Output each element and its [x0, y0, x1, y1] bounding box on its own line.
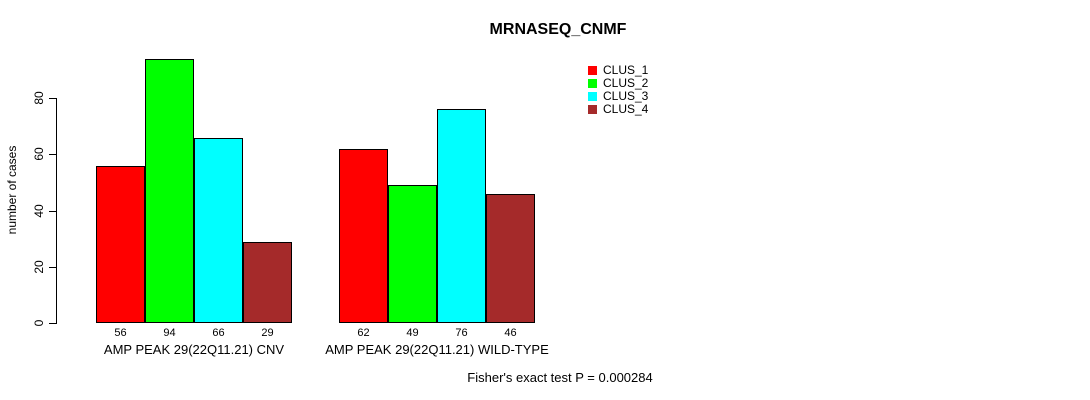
- bar-value-label: 49: [406, 327, 419, 339]
- bar-value-label: 66: [212, 327, 225, 339]
- legend-swatch-clus_2: [588, 78, 597, 88]
- y-axis-line: [56, 98, 57, 324]
- y-tick-mark: [49, 98, 56, 100]
- legend-swatch-clus_3: [588, 91, 597, 101]
- bar-clus_4-group1: [243, 242, 292, 323]
- bar-clus_1-group2: [339, 149, 388, 323]
- y-tick-mark: [49, 210, 56, 212]
- y-tick-label: 0: [32, 319, 46, 327]
- y-tick-mark: [49, 154, 56, 156]
- bar-clus_3-group1: [194, 138, 243, 323]
- y-tick-label: 20: [32, 260, 46, 274]
- legend: CLUS_1 CLUS_2 CLUS_3 CLUS_4: [588, 63, 649, 117]
- bar-value-label: 94: [163, 327, 176, 339]
- legend-item-clus_1: CLUS_1: [588, 63, 649, 77]
- legend-swatch-clus_4: [588, 104, 597, 114]
- bar-clus_1-group1: [96, 166, 145, 323]
- legend-swatch-clus_1: [588, 65, 597, 75]
- chart-title: MRNASEQ_CNMF: [489, 21, 627, 38]
- legend-item-clus_4: CLUS_4: [588, 102, 649, 116]
- legend-item-clus_2: CLUS_2: [588, 76, 649, 90]
- y-tick-mark: [49, 323, 56, 324]
- legend-item-clus_3: CLUS_3: [588, 89, 649, 103]
- y-tick-label: 80: [32, 91, 46, 105]
- legend-label: CLUS_3: [603, 89, 649, 103]
- y-axis-label: number of cases: [5, 145, 19, 235]
- bar-value-label: 46: [504, 327, 517, 339]
- bar-clus_3-group2: [437, 109, 486, 323]
- bar-clus_2-group1: [145, 59, 194, 323]
- legend-label: CLUS_2: [603, 76, 649, 90]
- fisher-test-annotation: Fisher's exact test P = 0.000284: [467, 370, 653, 385]
- x-group-label-2: AMP PEAK 29(22Q11.21) WILD-TYPE: [325, 342, 549, 357]
- bar-clus_2-group2: [388, 185, 437, 323]
- bar-clus_4-group2: [486, 194, 535, 323]
- legend-label: CLUS_1: [603, 63, 649, 77]
- legend-label: CLUS_4: [603, 102, 649, 116]
- y-tick-label: 60: [32, 147, 46, 162]
- x-group-label-1: AMP PEAK 29(22Q11.21) CNV: [103, 342, 285, 357]
- y-tick-label: 40: [32, 203, 46, 218]
- y-tick-mark: [49, 266, 56, 268]
- bar-value-label: 76: [455, 327, 468, 339]
- bar-value-label: 62: [357, 327, 370, 339]
- bar-value-label: 56: [114, 327, 127, 339]
- bar-value-label: 29: [261, 327, 274, 339]
